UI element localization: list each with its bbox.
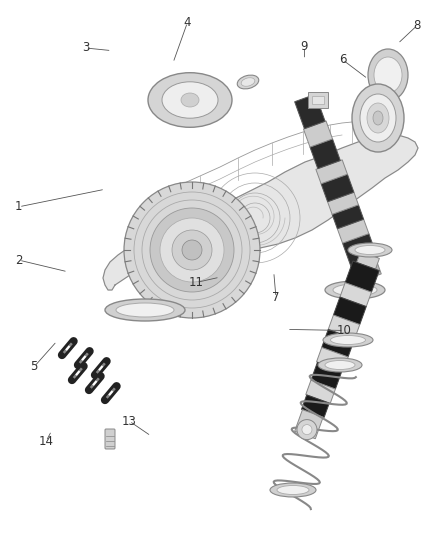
Bar xyxy=(312,96,324,104)
Ellipse shape xyxy=(241,78,255,86)
Text: 9: 9 xyxy=(300,41,308,53)
Polygon shape xyxy=(317,348,348,372)
Polygon shape xyxy=(295,410,323,439)
Ellipse shape xyxy=(325,281,385,299)
Ellipse shape xyxy=(148,72,232,127)
Circle shape xyxy=(362,259,372,269)
Text: 11: 11 xyxy=(189,276,204,289)
Polygon shape xyxy=(345,261,379,292)
Circle shape xyxy=(150,208,234,292)
Text: 6: 6 xyxy=(339,53,346,66)
Polygon shape xyxy=(310,139,340,168)
Ellipse shape xyxy=(355,246,385,254)
Ellipse shape xyxy=(277,486,309,495)
Polygon shape xyxy=(357,252,379,269)
Circle shape xyxy=(302,425,312,434)
Ellipse shape xyxy=(367,103,389,133)
Polygon shape xyxy=(295,94,325,129)
Ellipse shape xyxy=(348,243,392,257)
Polygon shape xyxy=(332,205,364,229)
Polygon shape xyxy=(306,380,336,403)
Circle shape xyxy=(182,240,202,260)
Polygon shape xyxy=(304,121,332,147)
Ellipse shape xyxy=(368,49,408,101)
Polygon shape xyxy=(343,233,378,268)
FancyBboxPatch shape xyxy=(105,429,115,449)
Ellipse shape xyxy=(270,483,316,497)
Ellipse shape xyxy=(162,82,218,118)
Text: 1: 1 xyxy=(15,200,23,213)
Polygon shape xyxy=(316,160,347,184)
Ellipse shape xyxy=(318,358,362,372)
Text: 10: 10 xyxy=(336,324,351,337)
Ellipse shape xyxy=(373,111,383,125)
Polygon shape xyxy=(311,362,342,389)
Ellipse shape xyxy=(323,333,373,347)
Polygon shape xyxy=(353,260,381,282)
Text: 7: 7 xyxy=(272,291,280,304)
Ellipse shape xyxy=(360,94,396,142)
Ellipse shape xyxy=(237,75,259,89)
Polygon shape xyxy=(340,282,371,306)
Ellipse shape xyxy=(333,284,377,296)
Ellipse shape xyxy=(116,303,174,317)
Circle shape xyxy=(160,218,224,282)
Circle shape xyxy=(124,182,260,318)
Polygon shape xyxy=(321,174,354,202)
Ellipse shape xyxy=(374,57,402,93)
Polygon shape xyxy=(333,297,366,325)
Circle shape xyxy=(357,254,377,274)
Ellipse shape xyxy=(105,299,185,321)
Circle shape xyxy=(297,419,317,440)
Text: 14: 14 xyxy=(39,435,53,448)
Text: 2: 2 xyxy=(15,254,23,266)
Text: 8: 8 xyxy=(413,19,420,32)
Text: 5: 5 xyxy=(31,360,38,373)
Ellipse shape xyxy=(325,360,355,369)
Ellipse shape xyxy=(181,93,199,107)
Ellipse shape xyxy=(331,335,365,344)
Polygon shape xyxy=(301,395,329,417)
Text: 4: 4 xyxy=(184,16,191,29)
Polygon shape xyxy=(103,135,418,290)
Polygon shape xyxy=(322,329,355,357)
Ellipse shape xyxy=(352,84,404,152)
Polygon shape xyxy=(328,192,358,214)
Circle shape xyxy=(172,230,212,270)
Polygon shape xyxy=(328,315,360,339)
Text: 3: 3 xyxy=(82,42,89,54)
Text: 13: 13 xyxy=(122,415,137,427)
Bar xyxy=(308,92,328,108)
Polygon shape xyxy=(337,219,369,243)
